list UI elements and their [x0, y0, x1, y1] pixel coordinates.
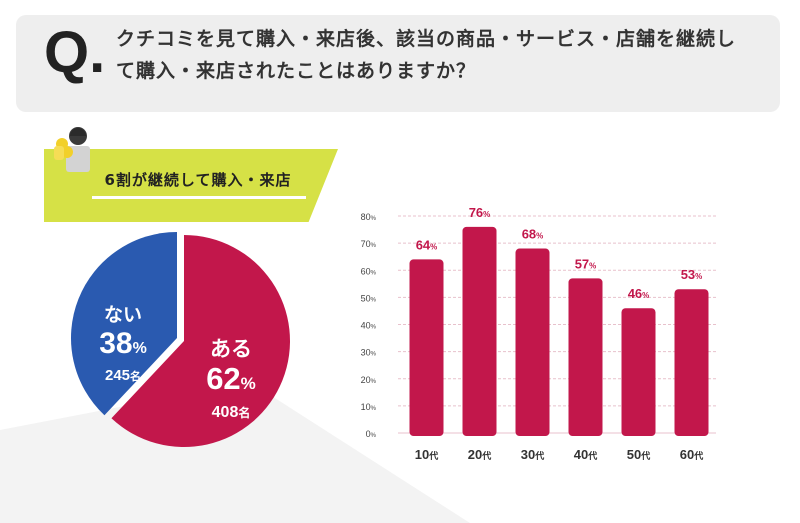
- bar-20: [462, 226, 497, 436]
- bar-60: [674, 289, 709, 436]
- x-category-label-30: 30代: [521, 447, 544, 462]
- banner-underline: [92, 196, 306, 199]
- result-banner: [44, 149, 338, 222]
- pie-label-no-unit: 名: [130, 371, 142, 383]
- x-category-label-20: 20代: [468, 447, 491, 462]
- pie-label-no-count: 245: [104, 367, 131, 384]
- bar-value-label-60: 53%: [681, 267, 703, 282]
- y-tick-label-40: 40%: [361, 321, 377, 331]
- y-tick-label-20: 20%: [361, 375, 377, 385]
- pie-slice-yes: [111, 235, 290, 447]
- y-tick-label-60: 60%: [361, 266, 377, 276]
- bar-value-label-50: 46%: [628, 286, 650, 301]
- bar-40: [568, 278, 603, 436]
- pie-slice-no: [71, 232, 177, 416]
- y-tick-label-50: 50%: [361, 293, 377, 303]
- question-mark-label: Q.: [44, 20, 106, 85]
- pie-label-yes-percent: 62: [206, 361, 241, 396]
- question-text: クチコミを見て購入・来店後、該当の商品・サービス・店舗を継続して購入・来店された…: [116, 28, 737, 82]
- pie-label-yes-count: 408: [211, 404, 239, 421]
- pie-label-yes-percent-sign: %: [240, 374, 256, 393]
- person-icon: [54, 127, 90, 172]
- x-category-label-60: 60代: [680, 447, 703, 462]
- x-category-label-10: 10代: [415, 447, 438, 462]
- pie-label-no-percent: 38: [99, 327, 133, 360]
- bar-50: [621, 308, 656, 436]
- bar-10: [409, 259, 444, 436]
- bar-value-label-40: 57%: [575, 256, 597, 271]
- y-tick-label-0: 0%: [366, 429, 377, 439]
- question-box: [16, 15, 780, 112]
- y-tick-label-80: 80%: [361, 212, 377, 222]
- x-category-label-40: 40代: [574, 447, 597, 462]
- bar-value-label-30: 68%: [522, 227, 544, 242]
- pie-label-yes-name: ある: [210, 338, 252, 361]
- bar-30: [515, 248, 550, 436]
- pie-label-no-percent-sign: %: [132, 340, 147, 357]
- banner-label: 6割が継続して購入・来店: [104, 171, 292, 189]
- y-tick-label-70: 70%: [361, 239, 377, 249]
- y-tick-label-30: 30%: [361, 348, 377, 358]
- pie-label-no: ない 38% 245名: [88, 305, 158, 387]
- bar-value-label-10: 64%: [416, 237, 438, 252]
- y-tick-label-10: 10%: [361, 402, 377, 412]
- pie-label-yes: ある 62% 408名: [196, 338, 266, 424]
- pie-label-no-name: ない: [103, 305, 142, 326]
- bar-value-label-20: 76%: [469, 205, 491, 220]
- pie-label-yes-unit: 名: [238, 406, 251, 420]
- x-category-label-50: 50代: [627, 447, 650, 462]
